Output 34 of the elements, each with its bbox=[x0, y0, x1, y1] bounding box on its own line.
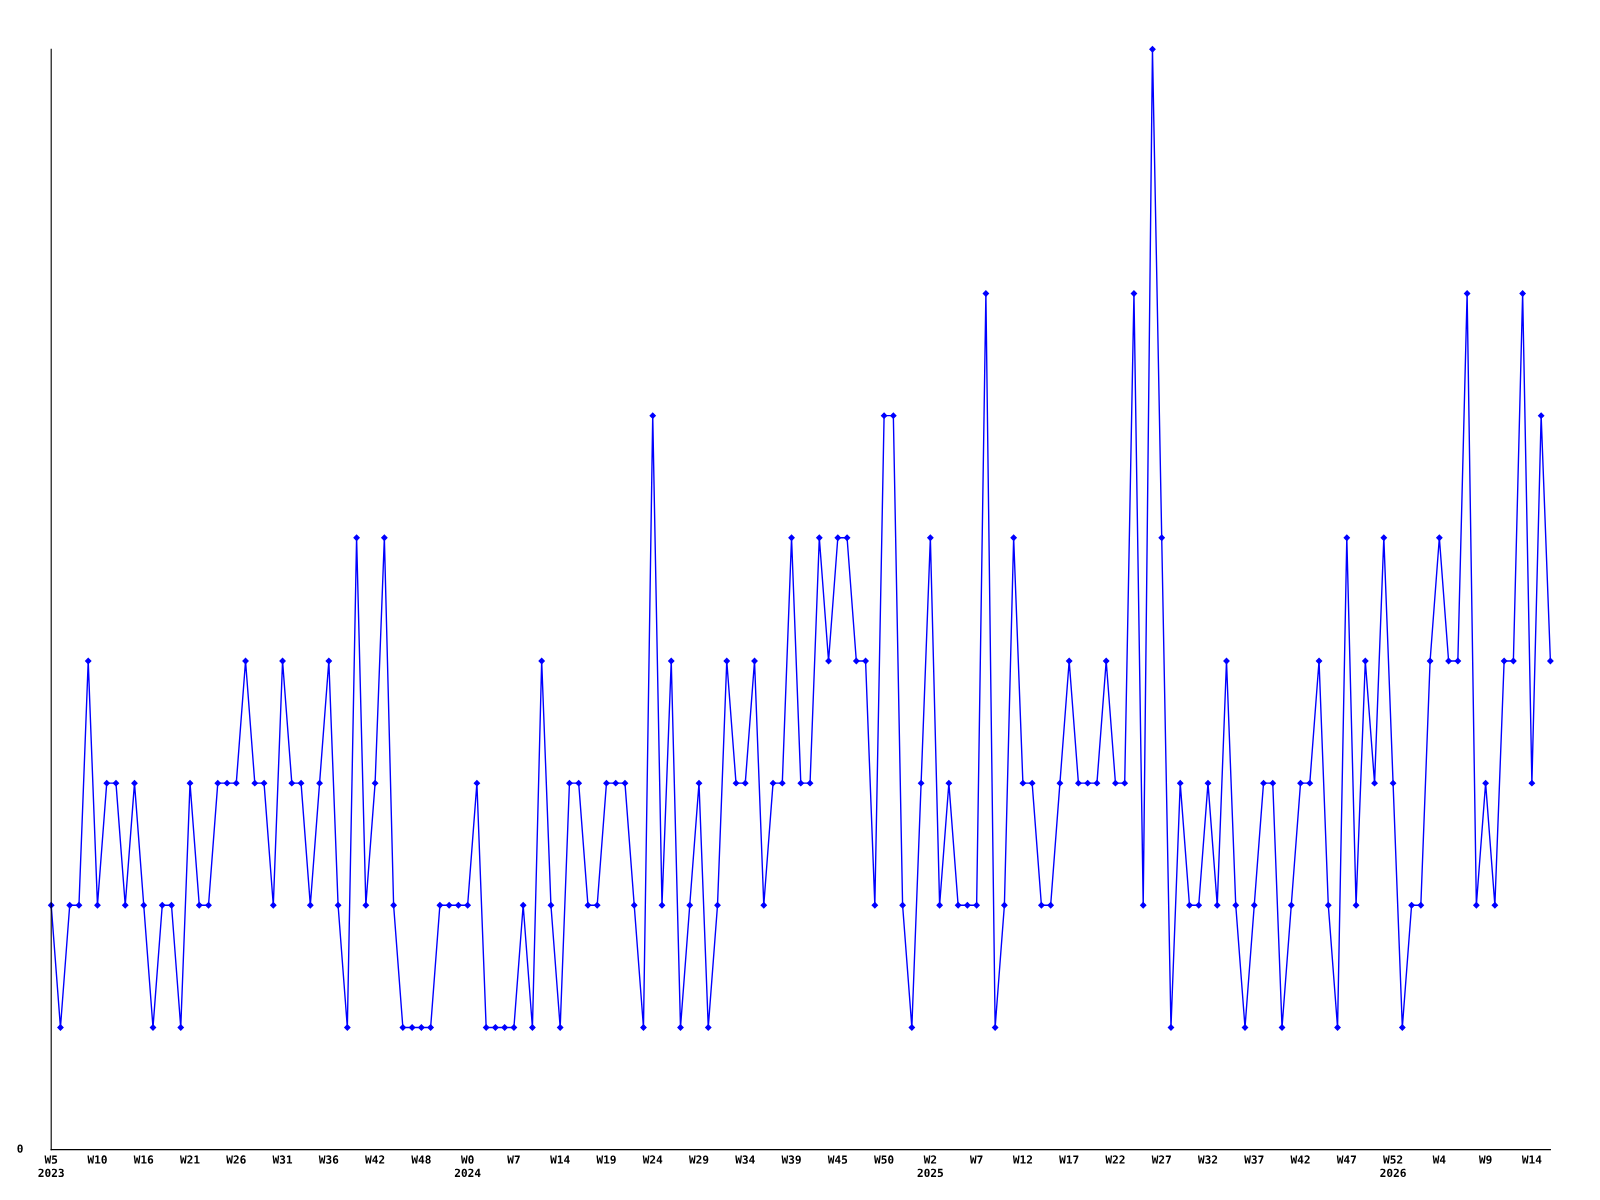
x-tick-label: W10 bbox=[87, 1155, 107, 1164]
x-tick-label: W37 bbox=[1244, 1155, 1264, 1164]
x-tick-label: W36 bbox=[318, 1155, 339, 1164]
x-tick-label: W0 2024 bbox=[454, 1155, 481, 1178]
x-tick-label: W7 bbox=[969, 1155, 983, 1164]
x-tick-label: W31 bbox=[272, 1155, 293, 1164]
x-tick-label: W2 2025 bbox=[917, 1155, 943, 1178]
x-tick-label: W4 bbox=[1432, 1155, 1446, 1164]
x-tick-label: W17 bbox=[1059, 1155, 1079, 1164]
x-tick-label: W34 bbox=[735, 1155, 755, 1164]
x-tick-label: W32 bbox=[1197, 1155, 1218, 1164]
x-tick-label: W48 bbox=[411, 1155, 431, 1164]
x-tick-label: W7 bbox=[507, 1155, 520, 1164]
x-tick-label: W45 bbox=[827, 1155, 848, 1164]
x-tick-label: W12 bbox=[1012, 1155, 1033, 1164]
x-tick-label: W14 bbox=[550, 1155, 570, 1164]
x-tick-label: W9 bbox=[1478, 1155, 1492, 1164]
x-tick-label: W24 bbox=[642, 1155, 663, 1164]
x-tick-label: W52 2026 bbox=[1380, 1155, 1406, 1178]
x-tick-label: W27 bbox=[1151, 1155, 1171, 1164]
x-tick-label: W5 2023 bbox=[38, 1155, 64, 1178]
x-tick-label: W14 bbox=[1521, 1155, 1542, 1164]
x-tick-label: W26 bbox=[226, 1155, 246, 1164]
x-tick-label: W16 bbox=[133, 1155, 154, 1164]
x-tick-label: W42 bbox=[365, 1155, 385, 1164]
x-tick-label: W29 bbox=[688, 1155, 709, 1164]
x-tick-label: W47 bbox=[1336, 1155, 1356, 1164]
x-tick-label: W21 bbox=[179, 1155, 200, 1164]
x-tick-label: W19 bbox=[596, 1155, 616, 1164]
x-tick-label: W39 bbox=[781, 1155, 801, 1164]
x-tick-label: W50 bbox=[874, 1155, 894, 1164]
text: 0 bbox=[17, 1144, 23, 1153]
x-tick-label: W42 bbox=[1290, 1155, 1310, 1164]
x-tick-label: W22 bbox=[1105, 1155, 1125, 1164]
